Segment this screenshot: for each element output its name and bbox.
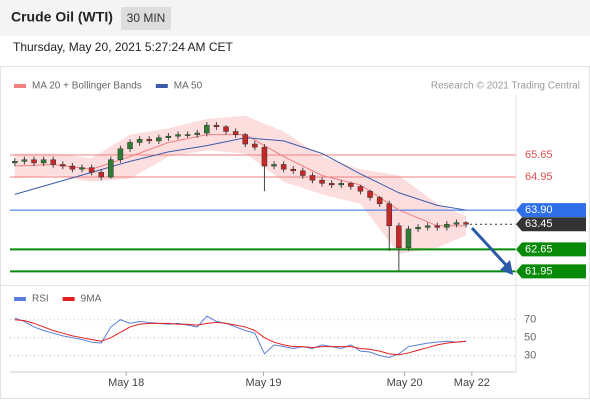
candle-body bbox=[12, 161, 18, 164]
candle-body bbox=[31, 159, 37, 164]
candle-body bbox=[319, 179, 325, 184]
candle-body bbox=[405, 228, 412, 249]
candle-body bbox=[444, 223, 450, 228]
legend-swatch bbox=[14, 84, 26, 88]
level-box bbox=[516, 203, 586, 218]
candle-body bbox=[367, 190, 373, 198]
indicator-line bbox=[14, 315, 467, 358]
candle-body bbox=[156, 137, 162, 142]
candle-body bbox=[146, 139, 152, 142]
level-label: 61.95 bbox=[525, 265, 553, 277]
x-tick-label: May 19 bbox=[245, 377, 281, 389]
candle-body bbox=[338, 183, 345, 186]
candle-body bbox=[396, 225, 402, 249]
candle-body bbox=[69, 165, 76, 170]
candle-body bbox=[290, 168, 296, 172]
forecast-arrowhead bbox=[500, 260, 513, 275]
legend-swatch bbox=[62, 297, 75, 301]
y-tick-label: 70 bbox=[524, 314, 536, 326]
level-label: 63.90 bbox=[525, 204, 553, 216]
candle-body bbox=[88, 167, 95, 173]
candle-body bbox=[108, 159, 114, 178]
candle-body bbox=[252, 143, 258, 148]
candle-body bbox=[463, 222, 469, 225]
candle-body bbox=[376, 197, 383, 205]
header-bar bbox=[0, 0, 590, 36]
candle-body bbox=[453, 222, 460, 225]
forecast-arrow bbox=[470, 226, 508, 267]
candle-body bbox=[175, 134, 181, 137]
legend-label: RSI bbox=[32, 294, 49, 305]
candle-body bbox=[434, 225, 441, 228]
candle-body bbox=[40, 159, 47, 164]
y-tick-label: 50 bbox=[524, 332, 536, 344]
level-label: 63.45 bbox=[525, 218, 553, 230]
candle-body bbox=[357, 186, 364, 192]
bollinger-band bbox=[14, 115, 467, 255]
level-box bbox=[516, 217, 586, 232]
legend-label: MA 20 + Bollinger Bands bbox=[32, 81, 142, 92]
candle-body bbox=[165, 135, 172, 139]
instrument-title: Crude Oil (WTI) bbox=[11, 9, 113, 25]
candle-body bbox=[50, 159, 56, 165]
candle-body bbox=[79, 167, 85, 170]
candle-body bbox=[204, 124, 210, 134]
legend-label: 9MA bbox=[81, 294, 102, 305]
attribution: Research © 2021 Trading Central bbox=[431, 81, 580, 92]
candle-body bbox=[117, 148, 124, 161]
candle-body bbox=[98, 172, 104, 178]
candle-body bbox=[223, 126, 229, 132]
candle-body bbox=[348, 183, 354, 187]
candle-body bbox=[194, 132, 200, 135]
candle-body bbox=[184, 134, 191, 136]
candle-body bbox=[280, 164, 287, 170]
legend-label: MA 50 bbox=[174, 81, 203, 92]
candle-body bbox=[21, 159, 28, 162]
level-label: 62.65 bbox=[525, 243, 553, 255]
level-box bbox=[516, 242, 586, 257]
legend-swatch bbox=[155, 84, 168, 88]
x-tick-label: May 18 bbox=[108, 377, 144, 389]
datetime: Thursday, May 20, 2021 5:27:24 AM CET bbox=[13, 40, 234, 54]
candle-body bbox=[127, 142, 133, 150]
candle-body bbox=[415, 227, 421, 230]
level-label: 64.95 bbox=[525, 171, 553, 183]
y-tick-label: 30 bbox=[524, 350, 536, 362]
candle-body bbox=[60, 164, 66, 167]
legend-swatch bbox=[14, 297, 26, 301]
x-tick-label: May 20 bbox=[387, 377, 423, 389]
x-tick-label: May 22 bbox=[454, 377, 490, 389]
indicator-line bbox=[14, 319, 467, 356]
candle-body bbox=[300, 170, 306, 176]
interval-label[interactable]: 30 MIN bbox=[127, 11, 166, 25]
candle-body bbox=[213, 124, 220, 128]
candle-body bbox=[242, 134, 248, 145]
candle-body bbox=[328, 183, 335, 186]
candle-body bbox=[309, 175, 316, 181]
interval-badge[interactable] bbox=[121, 7, 171, 30]
candle-body bbox=[261, 146, 268, 167]
candle-body bbox=[232, 131, 239, 135]
level-box bbox=[516, 264, 586, 279]
candle-body bbox=[386, 203, 393, 227]
chart-frame bbox=[0, 66, 590, 399]
candle-body bbox=[424, 225, 431, 228]
candle-body bbox=[271, 164, 277, 167]
candle-body bbox=[136, 139, 143, 143]
level-label: 65.65 bbox=[525, 149, 553, 161]
